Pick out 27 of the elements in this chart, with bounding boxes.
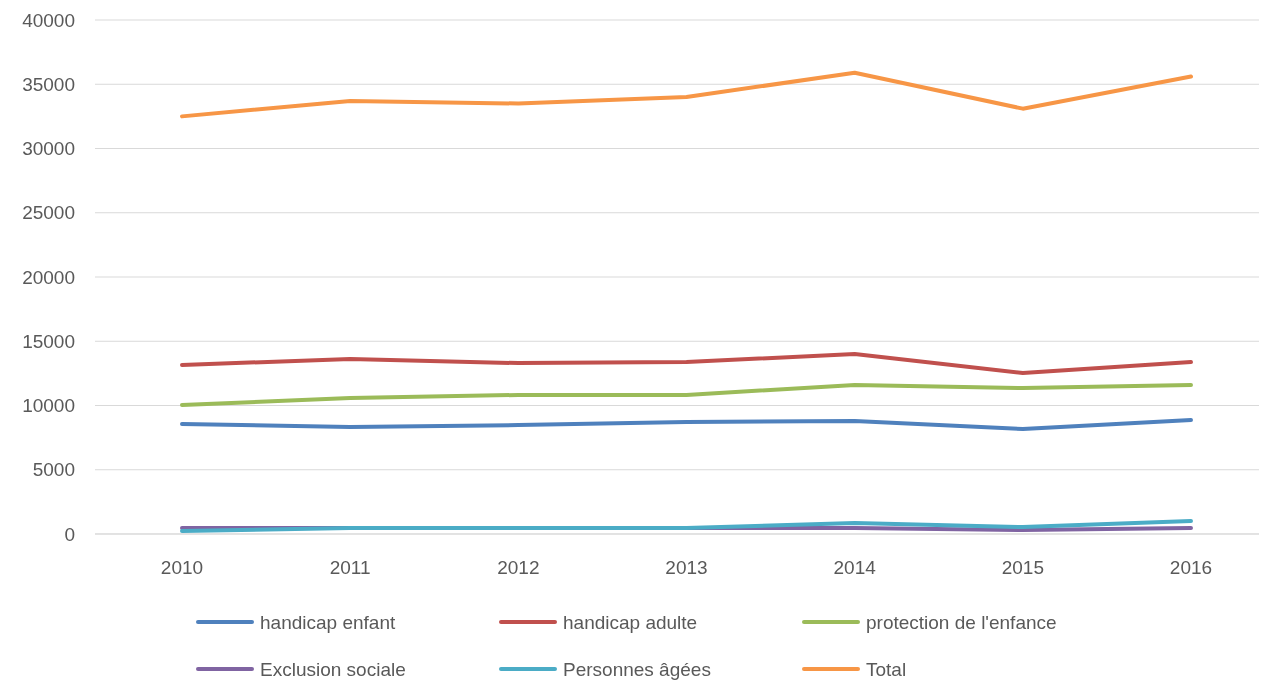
line-series	[180, 382, 1193, 407]
legend-label: protection de l'enfance	[866, 611, 1057, 633]
y-tick-label: 30000	[22, 138, 75, 160]
x-tick-label: 2010	[160, 557, 204, 578]
line-series	[180, 418, 1193, 432]
legend-label: handicap adulte	[563, 611, 698, 633]
x-tick-label: 2014	[833, 557, 877, 578]
y-tick-label: 25000	[22, 202, 75, 224]
line-series	[180, 70, 1193, 119]
line-series	[180, 519, 1193, 534]
legend-label: Exclusion sociale	[260, 658, 406, 680]
y-tick-label: 5000	[32, 459, 75, 481]
legend-label: Personnes âgées	[563, 658, 711, 680]
x-tick-label: 2012	[497, 557, 540, 578]
y-tick-label: 10000	[22, 395, 75, 417]
x-tick-label: 2016	[1169, 557, 1213, 578]
y-tick-label: 15000	[22, 330, 75, 352]
y-tick-label: 35000	[22, 73, 75, 95]
line-series	[180, 351, 1193, 375]
y-tick-label: 20000	[22, 266, 75, 288]
x-tick-label: 2011	[329, 557, 371, 578]
y-tick-label: 40000	[22, 9, 75, 31]
x-tick-label: 2013	[665, 557, 708, 578]
y-tick-label: 0	[64, 523, 75, 545]
legend-label: handicap enfant	[260, 611, 396, 633]
legend-label: Total	[866, 658, 907, 680]
x-tick-label: 2015	[1001, 557, 1044, 578]
